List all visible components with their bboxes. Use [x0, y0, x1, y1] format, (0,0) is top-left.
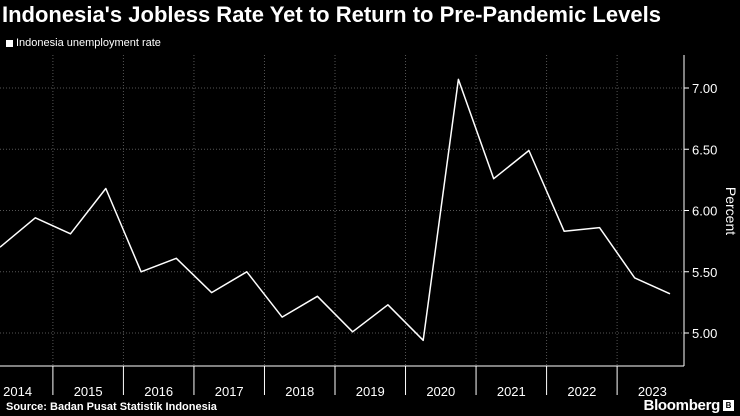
legend-label: Indonesia unemployment rate: [16, 37, 161, 49]
y-tick-label: 7.00: [692, 81, 717, 96]
x-tick-label: 2020: [426, 384, 455, 399]
x-tick-label: 2017: [215, 384, 244, 399]
legend-swatch: [6, 39, 13, 47]
y-tick-label: 6.50: [692, 142, 717, 157]
x-tick-label: 2018: [285, 384, 314, 399]
y-tick-label: 6.00: [692, 204, 717, 219]
x-tick-label: 2019: [356, 384, 385, 399]
x-tick-label: 2023: [638, 384, 667, 399]
bloomberg-logo: Bloomberg: [643, 397, 721, 414]
chart-title: Indonesia's Jobless Rate Yet to Return t…: [2, 2, 661, 27]
axis-layer: 5.00 5.50 6.00 6.50 7.00 Percent 2014 2015 2016 2…: [0, 55, 739, 399]
x-tick-label: 2022: [567, 384, 596, 399]
series-line-unemployment-rate: [0, 78, 671, 342]
x-tick-label: 2016: [144, 384, 173, 399]
bloomberg-mark-icon: B: [723, 400, 734, 411]
y-tick-label: 5.50: [692, 265, 717, 280]
y-axis-label: Percent: [723, 187, 739, 235]
x-tick-label: 2015: [74, 384, 103, 399]
grid-layer: [0, 55, 684, 366]
x-tick-label: 2021: [497, 384, 526, 399]
source-note: Source: Badan Pusat Statistik Indonesia: [6, 401, 217, 413]
series-layer: [0, 78, 671, 342]
legend: Indonesia unemployment rate: [6, 37, 161, 49]
y-tick-label: 5.00: [692, 326, 717, 341]
x-tick-label: 2014: [3, 384, 32, 399]
